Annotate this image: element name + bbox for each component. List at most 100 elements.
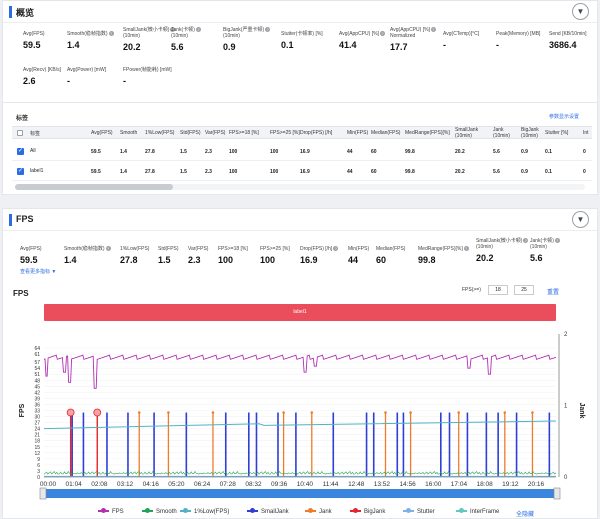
fps-threshold-input-2[interactable]: 25: [514, 285, 534, 295]
column-header[interactable]: Smooth: [120, 130, 138, 136]
help-icon[interactable]: ?: [333, 246, 339, 252]
metric-label-sub: (10min): [223, 33, 240, 39]
metric-value: 3686.4: [549, 40, 577, 50]
metric-value: 99.8: [418, 255, 436, 265]
column-header[interactable]: MedRange(FPS)[%]: [405, 130, 450, 136]
column-header[interactable]: Var(FPS): [205, 130, 226, 136]
metric-value: 41.4: [339, 40, 357, 50]
metric-value: 20.2: [123, 42, 141, 52]
column-header[interactable]: Stutter [%]: [545, 130, 569, 136]
metric-card: BigJank(严重卡顿)? (10min) 0.9: [223, 27, 271, 52]
show-more-metrics-link[interactable]: 查看更多指标 ▼: [20, 269, 57, 275]
legend-item[interactable]: Jank: [305, 508, 332, 518]
metric-label: FPS>=25 [%]: [260, 246, 290, 252]
help-icon[interactable]: ?: [108, 31, 114, 37]
table-cell: 59.5: [91, 169, 101, 175]
column-header[interactable]: Jank: [493, 127, 504, 133]
scrollbar-thumb[interactable]: [15, 184, 173, 190]
legend-swatch-icon: [350, 508, 361, 514]
metric-label: Min(FPS): [348, 246, 370, 252]
overview-panel: 概览 ▼ Avg(FPS) 59.5 Smooth(稳帧指数)? 1.4 SmallJa…: [2, 0, 598, 103]
help-icon[interactable]: ?: [105, 246, 111, 252]
table-row[interactable]: ✓ All 59.5 1.4 27.8 1.5 2.3 100 100 16.9 44 60 99.8…: [12, 141, 592, 161]
metric-value: 1.4: [67, 40, 80, 50]
metric-label: Jank(卡顿)?: [171, 27, 201, 33]
help-icon[interactable]: ?: [554, 238, 560, 244]
legend-item[interactable]: BigJank: [350, 508, 385, 518]
fps-chart-title: FPS: [13, 289, 29, 298]
labels-panel: 标签 参数显示设置: [2, 103, 598, 195]
help-icon[interactable]: ?: [265, 27, 271, 33]
metric-card: Var(FPS) 2.3: [188, 246, 208, 265]
section-accent-bar: [9, 214, 12, 226]
column-header[interactable]: SmallJank: [455, 127, 479, 133]
metric-card: Smooth(稳帧指数)? 1.4: [64, 246, 111, 265]
metric-card: FPS>=25 [%] 100: [260, 246, 290, 265]
metric-card: Median(FPS) 60: [376, 246, 405, 265]
reset-button[interactable]: 重置: [547, 290, 560, 296]
metric-card: 1%Low(FPS) 27.8: [120, 246, 149, 265]
metric-label: FPS>=18 [%]: [218, 246, 248, 252]
table-cell: 16.9: [300, 169, 310, 175]
hide-all-button[interactable]: 全隐藏: [516, 512, 535, 518]
help-icon[interactable]: ?: [170, 27, 176, 33]
column-header[interactable]: 标签: [30, 131, 41, 137]
table-cell: 0.1: [545, 149, 552, 155]
column-header[interactable]: Drop(FPS) [/h]: [300, 130, 333, 136]
row-checkbox-icon[interactable]: ✓: [17, 168, 24, 175]
fps-collapse-toggle-icon[interactable]: ▼: [572, 211, 589, 228]
param-display-settings-link[interactable]: 参数显示设置: [549, 114, 580, 120]
metric-label-sub: (10min): [123, 33, 140, 39]
overview-collapse-toggle-icon[interactable]: ▼: [572, 3, 589, 20]
legend-swatch-icon: [98, 508, 109, 514]
metric-label: Peak(Memory) [MB]: [496, 31, 541, 37]
column-header[interactable]: Median(FPS): [371, 130, 401, 136]
column-header-sub: (10min): [455, 133, 472, 139]
help-icon[interactable]: ?: [430, 27, 436, 33]
column-header[interactable]: Avg(FPS): [91, 130, 113, 136]
table-cell: 0.9: [521, 149, 528, 155]
legend-item[interactable]: Smooth: [142, 508, 177, 518]
metric-label-sub: Normalized: [390, 33, 416, 39]
column-header[interactable]: Int: [583, 130, 589, 136]
row-checkbox-icon[interactable]: ✓: [17, 148, 24, 155]
legend-item[interactable]: Stutter: [403, 508, 435, 518]
metric-label-sub: (10min): [476, 244, 493, 250]
legend-dot-icon: [353, 508, 358, 514]
metric-label: Var(FPS): [188, 246, 209, 252]
column-header[interactable]: Min(FPS): [347, 130, 369, 136]
table-cell: 59.5: [91, 149, 101, 155]
metric-card: FPower(帧能耗) [mW] -: [123, 67, 172, 86]
help-icon[interactable]: ?: [195, 27, 201, 33]
legend-item[interactable]: FPS: [98, 508, 124, 518]
help-icon[interactable]: ?: [523, 238, 529, 244]
metric-value: 60: [376, 255, 387, 265]
overview-title: 概览: [16, 8, 35, 18]
table-horizontal-scrollbar[interactable]: [15, 184, 585, 190]
column-header[interactable]: FPS>=25 [%]: [270, 130, 300, 136]
metric-label: SmallJank(微小卡顿)?: [476, 238, 529, 244]
legend-swatch-icon: [180, 508, 191, 514]
table-cell: 0.9: [521, 169, 528, 175]
metric-label: Avg(FPS): [23, 31, 45, 37]
column-header[interactable]: Std(FPS): [180, 130, 201, 136]
select-all-checkbox[interactable]: [17, 130, 23, 136]
legend-item[interactable]: 1%Low(FPS): [180, 508, 229, 518]
legend-dot-icon: [308, 508, 313, 514]
metric-card: Smooth(稳帧指数)? 1.4: [67, 31, 114, 50]
help-icon[interactable]: ?: [379, 31, 385, 37]
label-band[interactable]: label1: [44, 304, 556, 321]
legend-item[interactable]: SmallJank: [247, 508, 289, 518]
table-cell: 1.5: [180, 149, 187, 155]
column-header[interactable]: 1%Low(FPS): [145, 130, 175, 136]
metric-value: 17.7: [390, 42, 408, 52]
table-cell: 0.1: [545, 169, 552, 175]
table-row[interactable]: ✓ label1 59.5 1.4 27.8 1.5 2.3 100 100 16.9 44 60 9…: [12, 161, 592, 181]
column-header[interactable]: FPS>=18 [%]: [229, 130, 259, 136]
column-header[interactable]: BigJank: [521, 127, 539, 133]
metric-label: Send [KB/10min]: [549, 31, 587, 37]
table-cell: 60: [371, 149, 377, 155]
fps-threshold-input-1[interactable]: 18: [488, 285, 508, 295]
legend-item[interactable]: InterFrame: [456, 508, 499, 518]
help-icon[interactable]: ?: [463, 246, 469, 252]
